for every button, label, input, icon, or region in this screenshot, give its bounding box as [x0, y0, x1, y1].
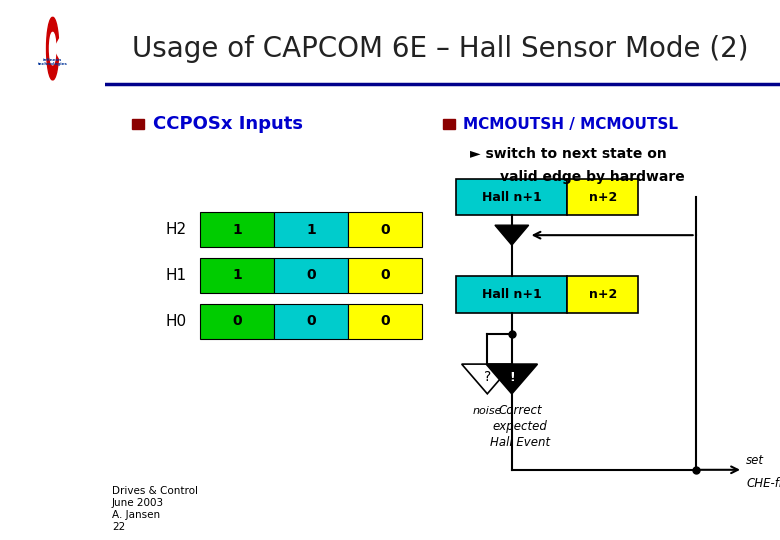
Text: 22: 22: [112, 522, 126, 532]
Text: CHE-flag: CHE-flag: [746, 477, 780, 490]
Circle shape: [49, 32, 56, 65]
FancyBboxPatch shape: [348, 303, 423, 339]
FancyBboxPatch shape: [568, 276, 638, 313]
Polygon shape: [462, 364, 513, 394]
Text: H0: H0: [165, 314, 186, 329]
FancyBboxPatch shape: [200, 303, 274, 339]
Text: H2: H2: [165, 222, 186, 237]
Wedge shape: [47, 17, 58, 80]
Text: 0: 0: [307, 268, 316, 282]
FancyBboxPatch shape: [443, 119, 455, 129]
Text: valid edge by hardware: valid edge by hardware: [500, 170, 685, 184]
Text: 0: 0: [381, 314, 390, 328]
Text: 0: 0: [381, 222, 390, 237]
Text: June 2003: June 2003: [112, 498, 164, 508]
Text: 0: 0: [232, 314, 242, 328]
Text: infineon
technologies: infineon technologies: [37, 58, 68, 66]
Text: A. Jansen: A. Jansen: [112, 510, 160, 520]
Text: Drives & Control: Drives & Control: [112, 487, 198, 496]
Text: Usage of CAPCOM 6E – Hall Sensor Mode (2): Usage of CAPCOM 6E – Hall Sensor Mode (2…: [133, 35, 749, 63]
FancyBboxPatch shape: [456, 179, 568, 215]
Text: CCPOSx Inputs: CCPOSx Inputs: [153, 115, 303, 133]
FancyBboxPatch shape: [274, 258, 348, 293]
Text: 1: 1: [232, 268, 242, 282]
FancyBboxPatch shape: [568, 179, 638, 215]
Text: 1: 1: [307, 222, 316, 237]
Text: 0: 0: [307, 314, 316, 328]
Text: MCMOUTSH / MCMOUTSL: MCMOUTSH / MCMOUTSL: [463, 117, 678, 132]
FancyBboxPatch shape: [200, 212, 274, 247]
Text: set: set: [746, 454, 764, 467]
Text: noise: noise: [473, 406, 502, 416]
FancyBboxPatch shape: [348, 258, 423, 293]
Text: 1: 1: [232, 222, 242, 237]
FancyBboxPatch shape: [274, 212, 348, 247]
Text: Hall n+1: Hall n+1: [482, 191, 541, 204]
FancyBboxPatch shape: [348, 212, 423, 247]
Circle shape: [46, 14, 59, 84]
Text: ► switch to next state on: ► switch to next state on: [470, 147, 666, 161]
Text: n+2: n+2: [589, 191, 617, 204]
FancyBboxPatch shape: [200, 258, 274, 293]
FancyBboxPatch shape: [133, 119, 144, 129]
Text: Hall n+1: Hall n+1: [482, 288, 541, 301]
FancyBboxPatch shape: [274, 303, 348, 339]
Text: Never stop thinking: Never stop thinking: [49, 170, 67, 370]
Text: 0: 0: [381, 268, 390, 282]
Text: ?: ?: [484, 370, 491, 384]
Polygon shape: [495, 225, 529, 245]
Text: !: !: [509, 371, 515, 384]
FancyBboxPatch shape: [456, 276, 568, 313]
Text: H1: H1: [165, 268, 186, 283]
Text: Correct
expected
Hall Event: Correct expected Hall Event: [490, 403, 550, 449]
Polygon shape: [486, 364, 537, 394]
Text: n+2: n+2: [589, 288, 617, 301]
